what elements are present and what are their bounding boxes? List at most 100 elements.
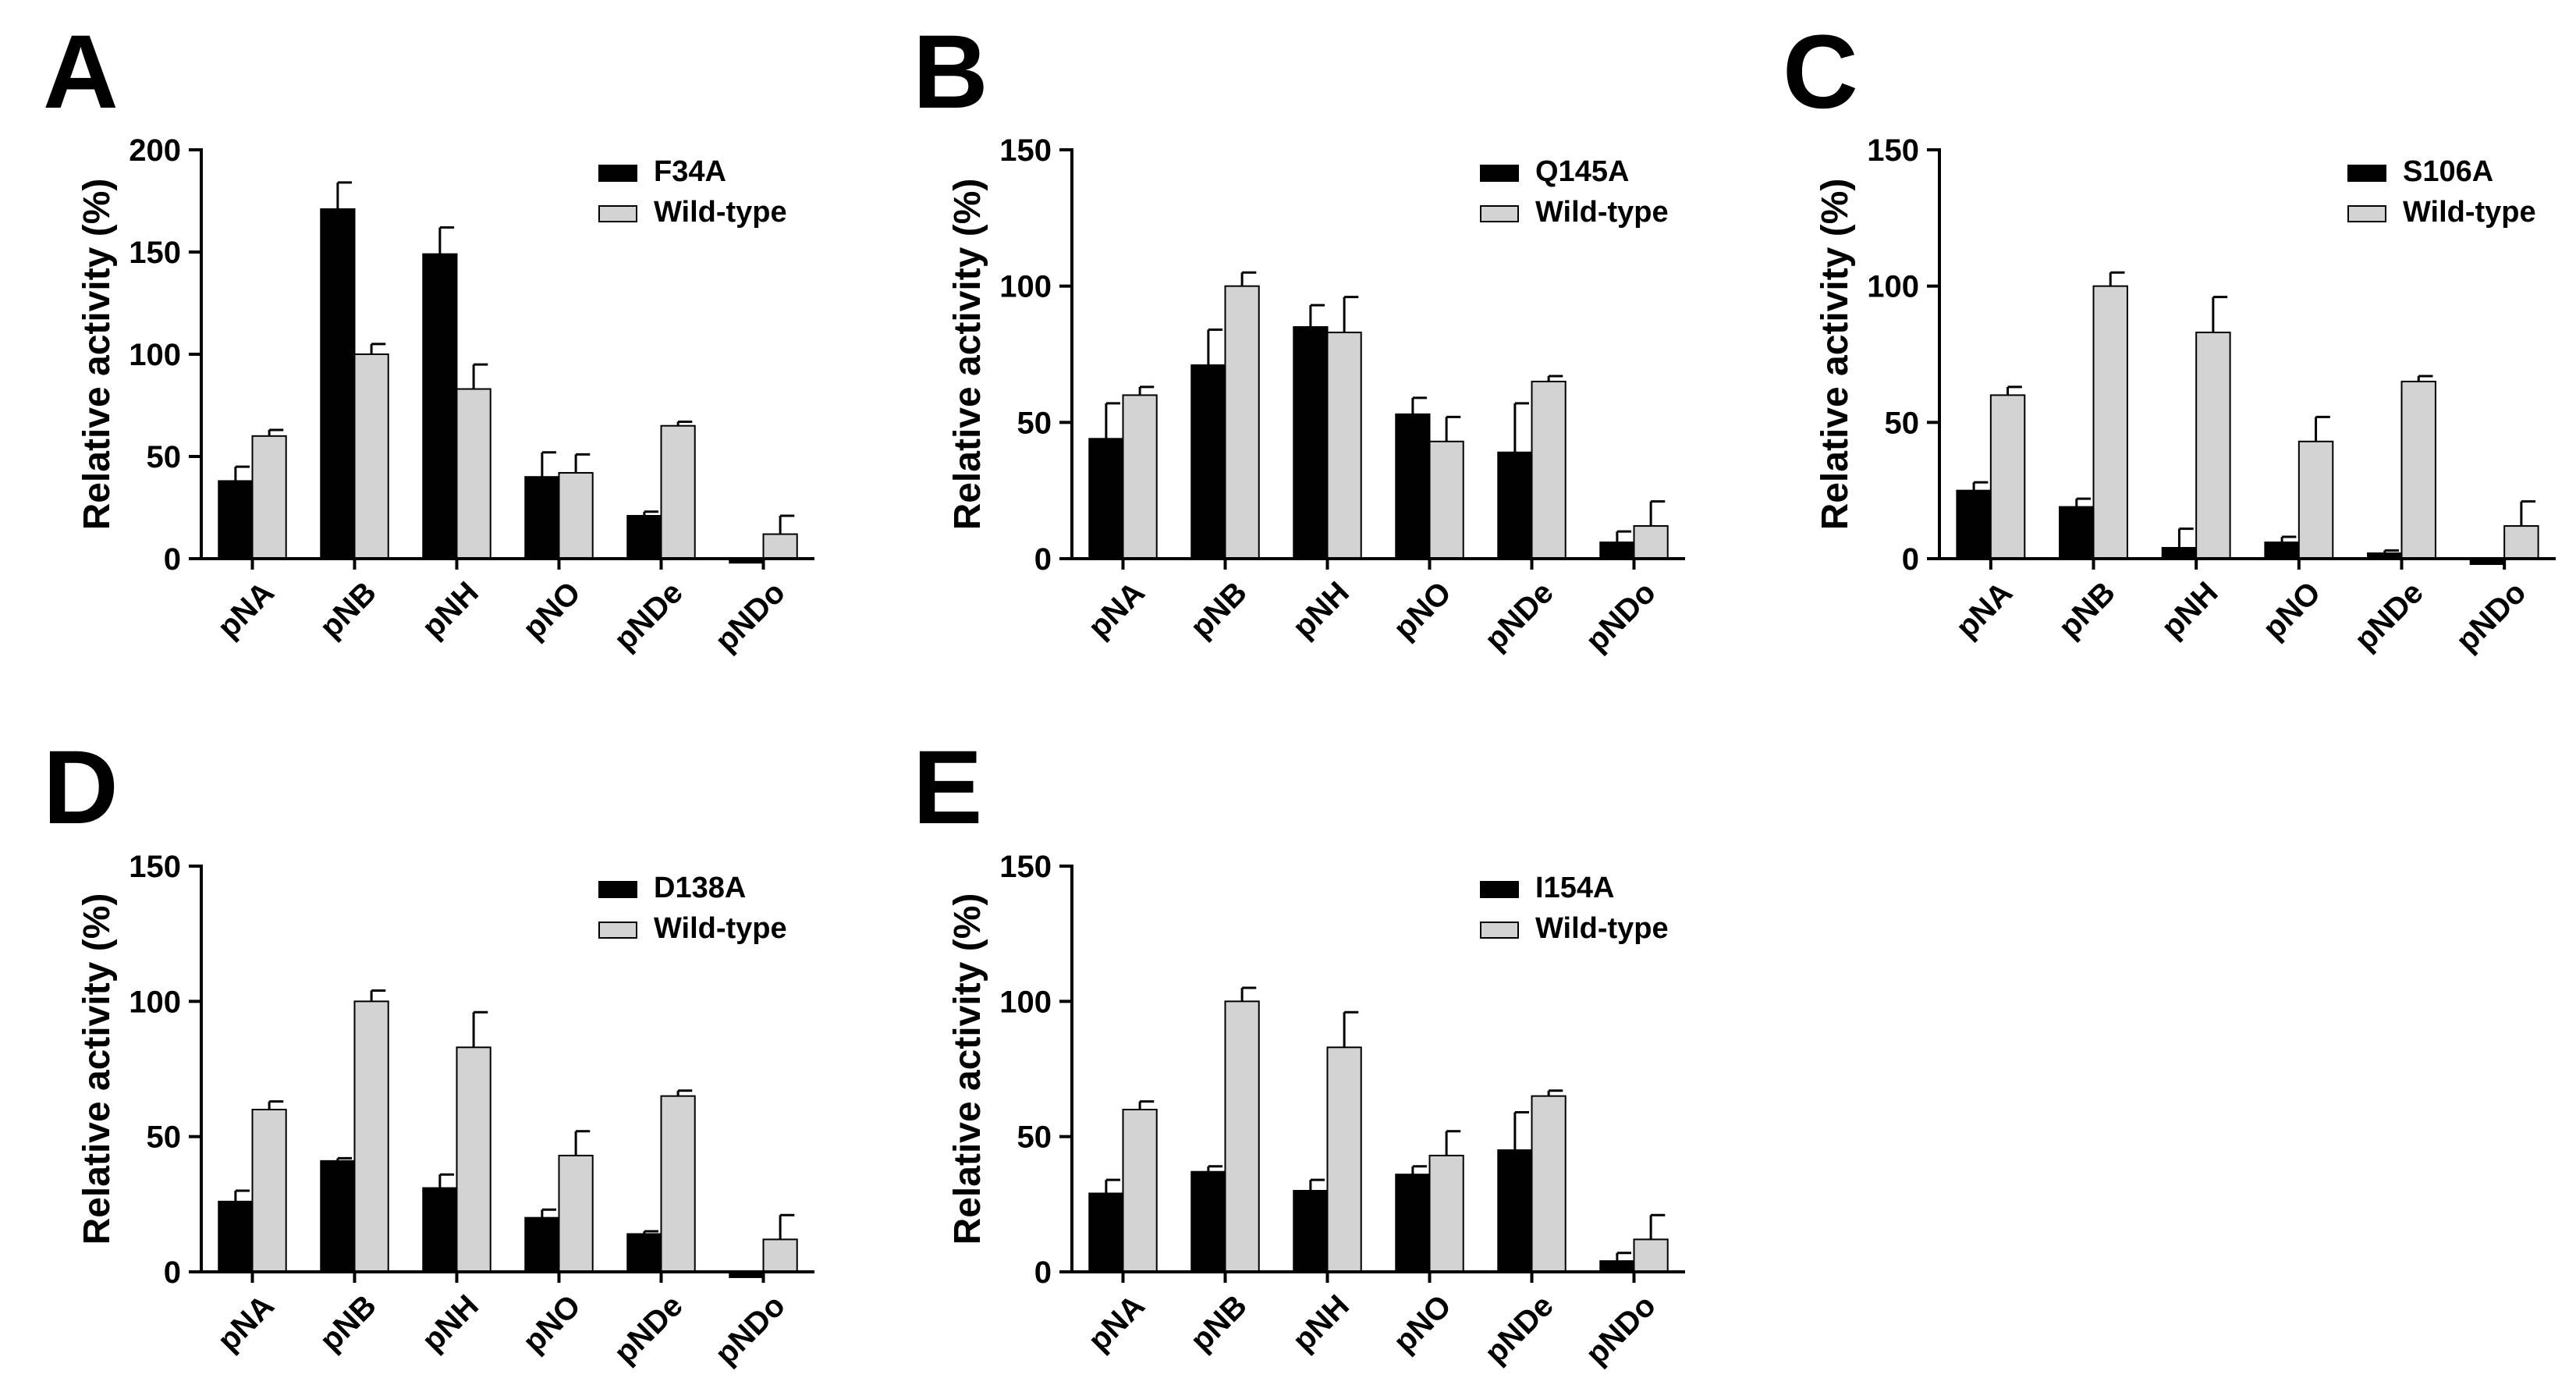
bar-mutant-pnde bbox=[1497, 451, 1533, 560]
x-tick-label: pNO bbox=[1387, 1288, 1458, 1359]
bar-wildtype-pna bbox=[251, 1109, 287, 1273]
bar-wildtype-pna bbox=[251, 435, 287, 559]
bar-mutant-pnde bbox=[626, 1233, 662, 1273]
bar-mutant-pna bbox=[1956, 489, 1992, 560]
bar-wildtype-pnh bbox=[1326, 332, 1362, 559]
x-tick-label: pNDe bbox=[608, 1288, 690, 1370]
legend-swatch-mutant bbox=[1480, 881, 1519, 898]
y-tick-label: 0 bbox=[1902, 542, 1919, 577]
x-tick-label: pNDo bbox=[708, 1288, 792, 1372]
bar-wildtype-pna bbox=[1989, 394, 2026, 559]
bar-wildtype-pno bbox=[1428, 1154, 1464, 1273]
x-tick-label: pNB bbox=[314, 575, 383, 645]
legend-label-mutant: F34A bbox=[654, 155, 726, 188]
x-tick-label: pNB bbox=[1184, 1288, 1254, 1358]
y-tick-label: 150 bbox=[129, 236, 181, 270]
y-tick-label: 150 bbox=[999, 850, 1052, 884]
bar-wildtype-pnde bbox=[660, 424, 696, 560]
bar-wildtype-pno bbox=[1428, 440, 1464, 560]
y-tick-label: 50 bbox=[147, 1120, 182, 1155]
bar-wildtype-pna bbox=[1122, 1109, 1158, 1273]
x-tick-label: pNH bbox=[1286, 575, 1356, 645]
panel-letter-c: C bbox=[1783, 14, 1858, 130]
y-tick-label: 50 bbox=[1885, 406, 1920, 440]
x-tick-label: pNH bbox=[416, 575, 485, 645]
bar-wildtype-pnde bbox=[660, 1095, 696, 1273]
x-tick-label: pNDo bbox=[708, 575, 792, 659]
legend-swatch-wildtype bbox=[1480, 205, 1519, 222]
bar-mutant-pna bbox=[218, 1200, 254, 1273]
x-tick-label: pNA bbox=[211, 575, 281, 645]
y-tick-label: 50 bbox=[1017, 406, 1052, 440]
bar-mutant-pno bbox=[524, 476, 560, 560]
y-tick-label: 0 bbox=[1034, 542, 1052, 577]
bar-wildtype-pnde bbox=[1531, 1095, 1567, 1273]
bar-mutant-pnb bbox=[320, 1159, 356, 1273]
y-tick-label: 200 bbox=[129, 133, 181, 168]
panel-letter-b: B bbox=[913, 14, 988, 130]
y-tick-label: 100 bbox=[129, 985, 181, 1019]
legend-swatch-mutant bbox=[598, 881, 637, 898]
bar-wildtype-pna bbox=[1122, 394, 1158, 559]
y-axis-label: Relative activity (%) bbox=[1815, 179, 1856, 531]
bar-wildtype-pnb bbox=[2092, 285, 2128, 559]
bar-mutant-pnh bbox=[2161, 547, 2198, 560]
panel-e: E Relative activity (%) 0 50 100 150 pNA pNB pNH… bbox=[913, 730, 1685, 1372]
bar-mutant-pnh bbox=[422, 253, 458, 559]
y-tick-label: 0 bbox=[164, 1255, 181, 1290]
bar-wildtype-pnh bbox=[2195, 332, 2231, 559]
bar-wildtype-pndo bbox=[762, 533, 798, 559]
bar-wildtype-pnde bbox=[1531, 380, 1567, 559]
legend-swatch-wildtype bbox=[598, 205, 637, 222]
y-axis-label: Relative activity (%) bbox=[947, 893, 988, 1245]
legend-label-mutant: I154A bbox=[1535, 872, 1614, 904]
legend-label-wildtype: Wild-type bbox=[654, 196, 787, 229]
y-axis-label: Relative activity (%) bbox=[76, 893, 118, 1245]
y-tick-label: 50 bbox=[1017, 1120, 1052, 1155]
x-tick-label: pNB bbox=[1184, 575, 1254, 645]
x-tick-label: pNA bbox=[211, 1288, 281, 1358]
y-tick-label: 150 bbox=[129, 850, 181, 884]
x-tick-label: pNO bbox=[2256, 575, 2327, 646]
bar-mutant-pna bbox=[1088, 1192, 1124, 1273]
legend-label-mutant: Q145A bbox=[1535, 155, 1629, 188]
y-tick-label: 100 bbox=[129, 338, 181, 372]
bar-mutant-pnde bbox=[626, 514, 662, 559]
legend-label-wildtype: Wild-type bbox=[1535, 196, 1669, 229]
legend-swatch-wildtype bbox=[598, 922, 637, 939]
bar-mutant-pnh bbox=[1293, 1190, 1329, 1273]
panel-b: B Relative activity (%) 0 50 100 150 pNA pNB pNH… bbox=[913, 14, 1685, 659]
bar-mutant-pna bbox=[218, 480, 254, 559]
legend-swatch-wildtype bbox=[1480, 922, 1519, 939]
bar-wildtype-pnde bbox=[2400, 380, 2436, 559]
bar-wildtype-pndo bbox=[2503, 525, 2539, 560]
x-tick-label: pNDe bbox=[608, 575, 690, 657]
x-tick-label: pNO bbox=[516, 575, 587, 646]
legend-swatch-mutant bbox=[598, 165, 637, 182]
legend-swatch-mutant bbox=[2347, 165, 2386, 182]
panel-letter-d: D bbox=[43, 730, 119, 846]
x-tick-label: pNO bbox=[516, 1288, 587, 1359]
x-tick-label: pNB bbox=[2053, 575, 2122, 645]
y-tick-label: 0 bbox=[164, 542, 181, 577]
x-tick-label: pNO bbox=[1387, 575, 1458, 646]
x-tick-label: pNH bbox=[416, 1288, 485, 1358]
bar-wildtype-pno bbox=[558, 471, 594, 560]
bar-mutant-pndo bbox=[1599, 1260, 1635, 1273]
legend-swatch-wildtype bbox=[2347, 205, 2386, 222]
bar-wildtype-pnb bbox=[353, 353, 389, 559]
y-tick-label: 100 bbox=[999, 270, 1052, 304]
bar-mutant-pnb bbox=[320, 208, 356, 559]
x-tick-label: pNA bbox=[1082, 1288, 1151, 1358]
y-tick-label: 50 bbox=[147, 440, 182, 474]
y-tick-label: 0 bbox=[1034, 1255, 1052, 1290]
panel-a: A Relative activity (%) 0 50 100 150 200 pNA pNB… bbox=[43, 14, 814, 659]
legend-label-mutant: S106A bbox=[2403, 155, 2493, 188]
x-tick-label: pNDo bbox=[1579, 575, 1662, 659]
x-tick-label: pNA bbox=[1082, 575, 1151, 645]
bar-mutant-pnb bbox=[1190, 1170, 1226, 1273]
x-tick-label: pNDo bbox=[1579, 1288, 1662, 1372]
legend-label-wildtype: Wild-type bbox=[654, 912, 787, 945]
bar-wildtype-pnb bbox=[1224, 285, 1260, 559]
